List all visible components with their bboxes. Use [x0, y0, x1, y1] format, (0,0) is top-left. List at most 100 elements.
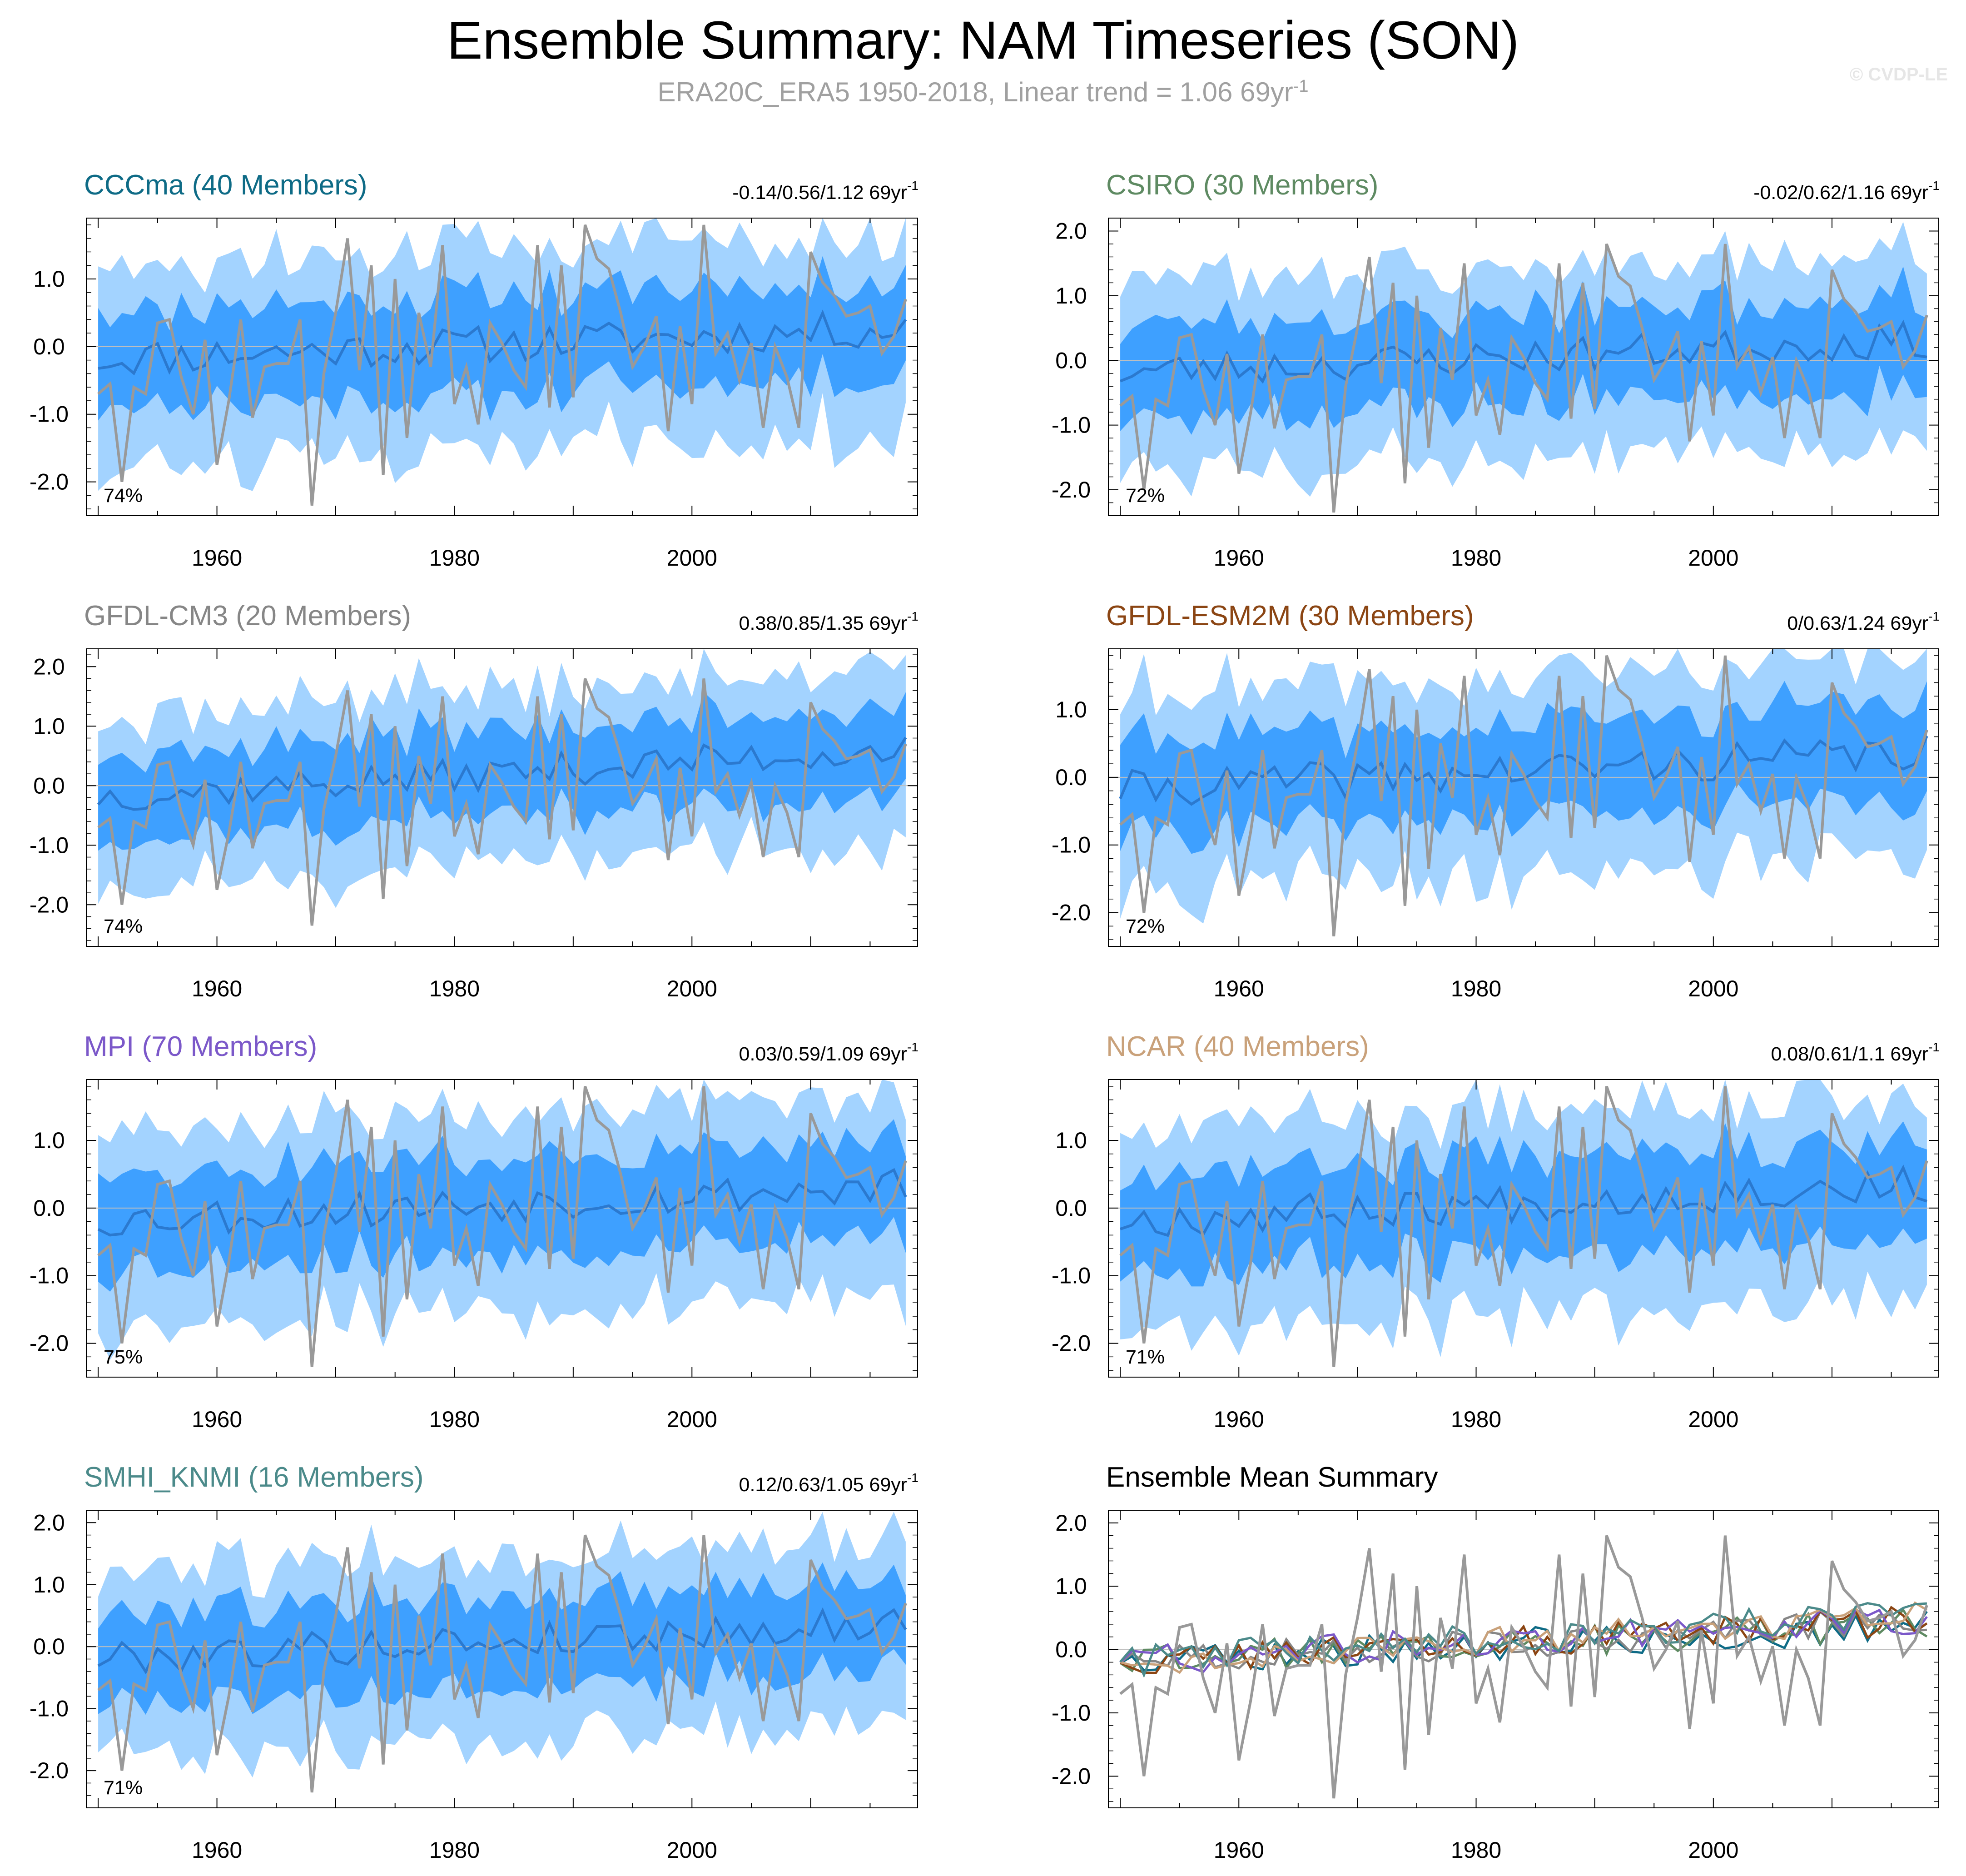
- observations-line: [97, 1085, 907, 1367]
- x-tick-label: 1980: [429, 1407, 480, 1432]
- y-tick-label: 2.0: [33, 654, 65, 679]
- observations-line: [1119, 1085, 1928, 1367]
- y-tick-label: -1.0: [1052, 1700, 1091, 1726]
- trend-superscript: -1: [907, 1040, 918, 1054]
- y-tick-label: 0.0: [33, 1195, 65, 1221]
- y-tick-label: 0.0: [1055, 1637, 1087, 1662]
- trend-label: 0.38/0.85/1.35 69yr-1: [739, 609, 918, 634]
- y-tick-label: -1.0: [30, 1696, 69, 1722]
- y-tick-label: -2.0: [1052, 900, 1091, 926]
- percent-label: 74%: [104, 916, 143, 937]
- panel-4: GFDL-ESM2M (30 Members) 0/0.63/1.24 69yr-…: [1052, 600, 1940, 1001]
- y-tick-label: -1.0: [30, 832, 69, 858]
- y-tick-label: -2.0: [1052, 1763, 1091, 1789]
- x-tick-label: 1980: [1451, 545, 1501, 571]
- trend-label: 0/0.63/1.24 69yr-1: [1787, 609, 1940, 634]
- y-tick-label: -2.0: [1052, 1331, 1091, 1356]
- x-tick-label: 1980: [1451, 1407, 1501, 1432]
- panel-title: GFDL-CM3 (20 Members): [84, 600, 411, 632]
- y-tick-label: 2.0: [1055, 1510, 1087, 1536]
- panel-title: MPI (70 Members): [84, 1031, 317, 1062]
- panel-2: CSIRO (30 Members) -0.02/0.62/1.16 69yr-1…: [1052, 169, 1940, 571]
- y-tick-label: 1.0: [1055, 697, 1087, 722]
- y-tick-label: 2.0: [1055, 218, 1087, 244]
- panel-title: CSIRO (30 Members): [1106, 169, 1378, 201]
- trend-superscript: -1: [907, 179, 918, 193]
- ensemble-mean-line: [1119, 735, 1928, 806]
- ensemble-mean-line: [97, 736, 907, 811]
- x-tick-label: 1960: [1214, 1407, 1264, 1432]
- x-tick-label: 2000: [1688, 1837, 1738, 1863]
- y-tick-label: 0.0: [1055, 1195, 1087, 1221]
- percent-label: 72%: [1126, 485, 1165, 507]
- trend-superscript: -1: [907, 1471, 918, 1485]
- x-tick-label: 1960: [1214, 1837, 1264, 1863]
- trend-label: 0.03/0.59/1.09 69yr-1: [739, 1040, 918, 1065]
- x-tick-label: 1960: [1214, 545, 1264, 571]
- y-tick-label: 1.0: [33, 266, 65, 292]
- trend-label: -0.02/0.62/1.16 69yr-1: [1753, 179, 1940, 204]
- x-tick-label: 2000: [667, 1837, 717, 1863]
- trend-label: 0.12/0.63/1.05 69yr-1: [739, 1471, 918, 1496]
- x-tick-label: 2000: [1688, 976, 1738, 1001]
- plot-frame: [1108, 218, 1939, 516]
- observations-line: [97, 678, 907, 926]
- observations-line: [1119, 655, 1928, 936]
- y-tick-label: 0.0: [1055, 348, 1087, 373]
- y-tick-label: -1.0: [1052, 413, 1091, 438]
- y-tick-label: 0.0: [33, 773, 65, 798]
- x-tick-label: 1960: [192, 976, 242, 1001]
- plot-frame: [1108, 648, 1939, 947]
- x-tick-label: 2000: [667, 1407, 717, 1432]
- observations-line: [97, 1534, 907, 1793]
- y-tick-label: 1.0: [1055, 1573, 1087, 1599]
- plot-frame: [1108, 1079, 1939, 1378]
- panel-title: GFDL-ESM2M (30 Members): [1106, 600, 1474, 632]
- series-line-gfdl-esm2m: [1120, 1606, 1928, 1674]
- percent-label: 74%: [104, 485, 143, 507]
- trend-superscript: -1: [907, 609, 918, 623]
- x-tick-label: 1980: [429, 1837, 480, 1863]
- x-tick-label: 1980: [1451, 1837, 1501, 1863]
- panel-title: CCCma (40 Members): [84, 169, 367, 201]
- x-tick-label: 1960: [192, 545, 242, 571]
- percent-label: 71%: [1126, 1346, 1165, 1368]
- x-tick-label: 2000: [667, 545, 717, 571]
- plot-frame: [1108, 1510, 1939, 1808]
- x-tick-label: 2000: [1688, 545, 1738, 571]
- y-tick-label: -1.0: [1052, 1263, 1091, 1289]
- y-tick-label: -2.0: [1052, 477, 1091, 503]
- y-tick-label: -2.0: [30, 1331, 69, 1356]
- inner-spread-band: [98, 692, 906, 851]
- trend-superscript: -1: [1928, 179, 1940, 193]
- y-tick-label: 0.0: [33, 334, 65, 359]
- inner-spread-band: [98, 1562, 906, 1715]
- x-tick-label: 2000: [1688, 1407, 1738, 1432]
- ensemble-mean-line: [98, 309, 907, 376]
- subtitle-superscript: -1: [1293, 77, 1309, 96]
- y-tick-label: -2.0: [30, 1758, 69, 1783]
- inner-spread-band: [1120, 681, 1927, 854]
- percent-label: 72%: [1126, 916, 1165, 937]
- ensemble-mean-line: [1119, 319, 1927, 384]
- y-tick-label: -2.0: [30, 469, 69, 495]
- y-tick-label: -2.0: [30, 892, 69, 917]
- x-tick-label: 1980: [429, 545, 480, 571]
- x-tick-label: 1980: [429, 976, 480, 1001]
- panel-6: NCAR (40 Members) 0.08/0.61/1.1 69yr-1 71%…: [1052, 1031, 1940, 1432]
- inner-spread-band: [98, 256, 906, 421]
- y-tick-label: 2.0: [33, 1510, 65, 1535]
- panel-7: SMHI_KNMI (16 Members) 0.12/0.63/1.05 69y…: [30, 1462, 918, 1863]
- panel-5: MPI (70 Members) 0.03/0.59/1.09 69yr-1 75%…: [30, 1031, 918, 1432]
- observations-line: [97, 224, 907, 506]
- y-tick-label: 1.0: [33, 1128, 65, 1153]
- inner-spread-band: [1120, 266, 1927, 435]
- percent-label: 75%: [104, 1346, 143, 1368]
- ensemble-mean-line: [1120, 1164, 1927, 1237]
- y-tick-label: 0.0: [33, 1634, 65, 1659]
- y-tick-label: 1.0: [1055, 283, 1087, 309]
- y-tick-label: 1.0: [1055, 1128, 1087, 1153]
- watermark: © CVDP-LE: [1849, 65, 1948, 85]
- panel-title: Ensemble Mean Summary: [1106, 1462, 1438, 1493]
